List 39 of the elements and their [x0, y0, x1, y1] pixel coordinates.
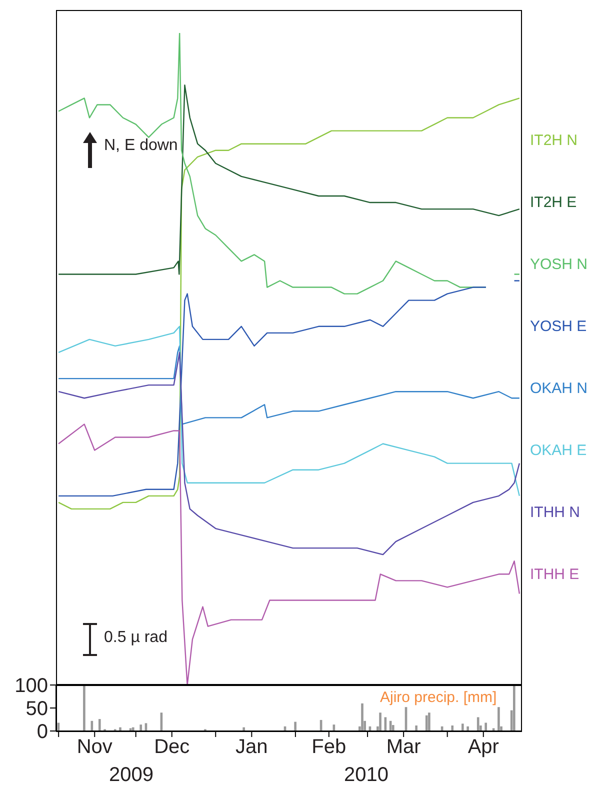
text: 2010 [344, 764, 388, 787]
bar [83, 685, 86, 731]
series-label: IT2H E [530, 194, 577, 211]
annotation: 0.5 µ rad [104, 629, 168, 647]
text: YOSH E [530, 318, 587, 335]
x-tick-label: Apr [468, 736, 500, 758]
series-label: YOSH N [530, 256, 588, 273]
text: IT2H N [530, 132, 578, 149]
bar [294, 722, 296, 731]
bar [98, 719, 101, 731]
x-tick-label: Dec [154, 736, 190, 758]
y-tick-label: 0 [36, 721, 48, 744]
series-label: ITHH E [530, 566, 580, 583]
y-tick-label: 100 [14, 675, 48, 698]
bar [498, 707, 500, 731]
bar [466, 726, 469, 731]
text: 2009 [109, 764, 154, 787]
annotation: N, E down [104, 137, 178, 155]
bar [461, 724, 464, 731]
bar [451, 725, 454, 731]
x-tick-label: Feb [312, 736, 346, 758]
series-label: OKAH E [530, 442, 587, 459]
x-tick-label: Nov [76, 736, 112, 758]
bar [428, 712, 430, 731]
y-tick-label: 50 [26, 698, 48, 720]
bar [392, 725, 394, 731]
bar [476, 717, 480, 731]
x-tick-label: Mar [386, 736, 422, 758]
bar [425, 715, 428, 731]
annotation: Ajiro precip. [mm] [380, 689, 497, 706]
bar [140, 724, 142, 731]
bar [484, 722, 487, 731]
series-label: OKAH N [530, 380, 588, 397]
bar [379, 712, 382, 731]
bar [512, 685, 516, 731]
bar [361, 703, 364, 731]
x-tick-label: Jan [236, 736, 268, 758]
series-label: ITHH N [530, 504, 580, 521]
bar [415, 725, 418, 731]
